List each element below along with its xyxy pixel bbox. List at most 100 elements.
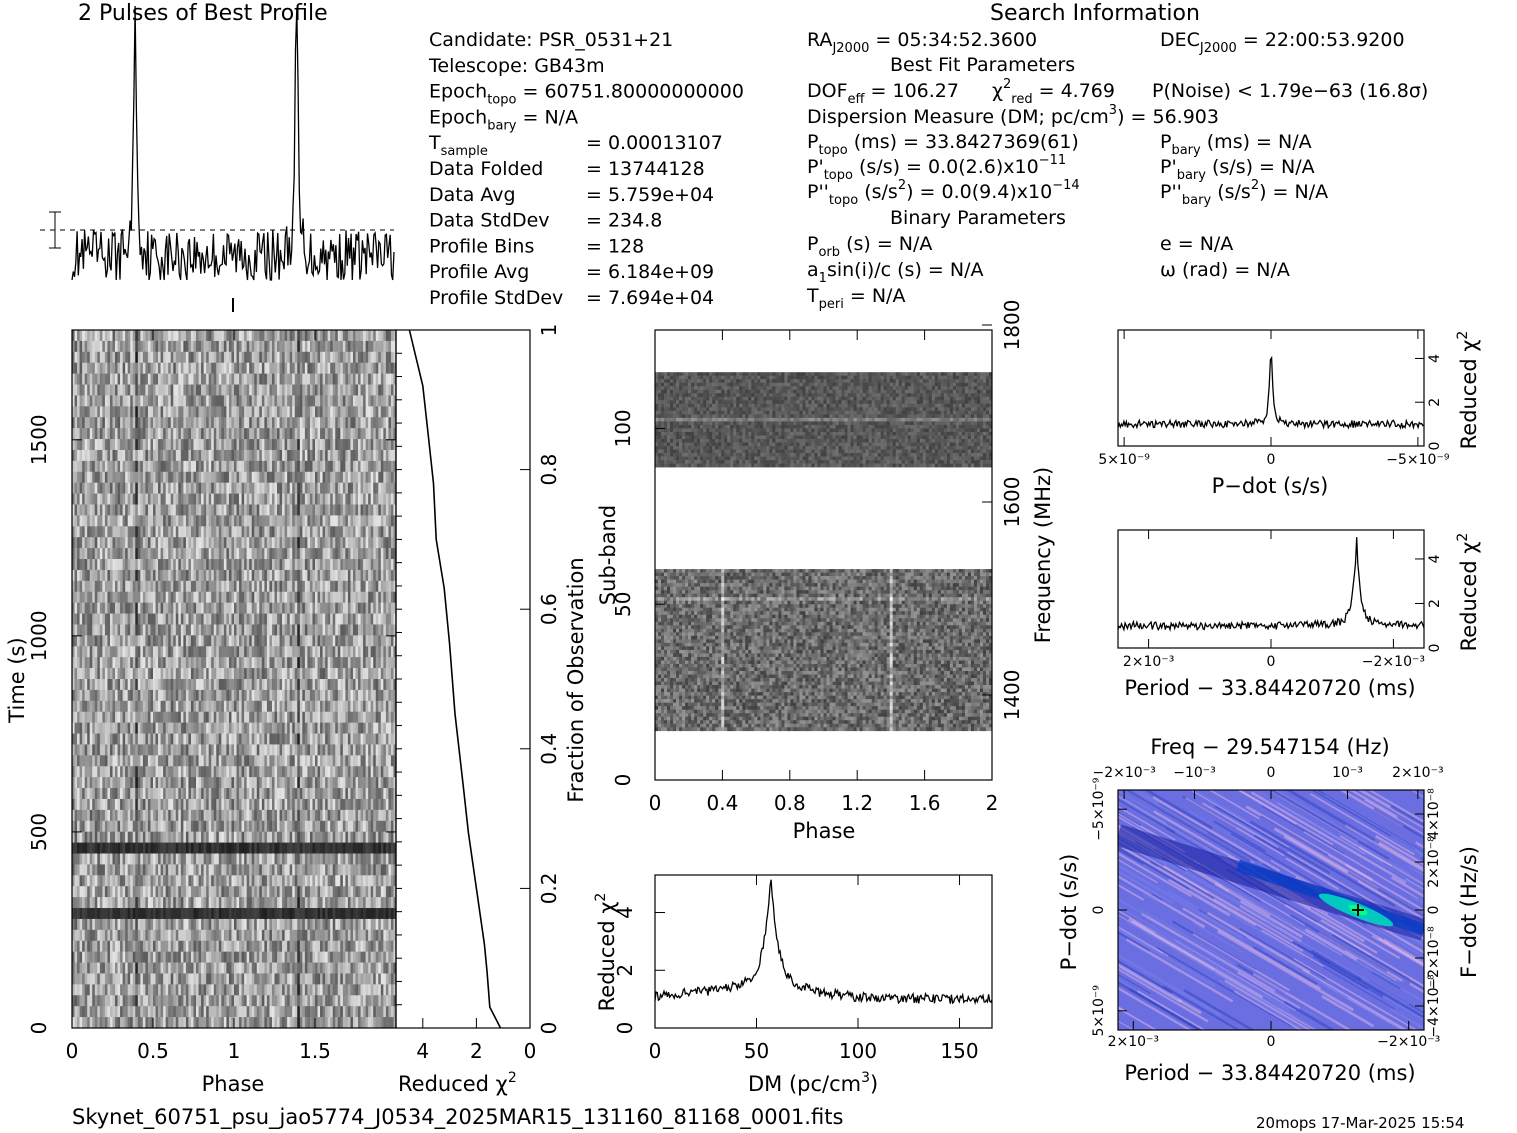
heat-cell (234, 330, 237, 342)
heat-cell (249, 340, 253, 353)
heat-cell (218, 613, 222, 625)
heat-cell (294, 515, 298, 527)
heat-cell (239, 493, 242, 505)
heat-cell (188, 580, 192, 593)
heat-cell (309, 569, 313, 582)
heat-cell (163, 384, 166, 396)
heat-cell (256, 395, 260, 407)
heat-cell (234, 482, 237, 494)
heat-cell (340, 646, 344, 658)
heat-cell (125, 351, 128, 364)
heat-cell (307, 722, 311, 734)
heat-cell (109, 362, 113, 374)
heat-cell (274, 559, 278, 571)
heat-cell (368, 330, 371, 342)
heat-cell (375, 406, 379, 418)
heat-cell (249, 384, 253, 396)
heat-cell (279, 559, 283, 571)
heat-cell (274, 526, 278, 538)
heat-cell (335, 460, 339, 473)
heat-cell (185, 569, 189, 582)
heat-cell (256, 569, 260, 582)
heat-cell (241, 711, 245, 723)
heat-cell (125, 373, 128, 385)
heat-cell (104, 526, 108, 538)
heat-cell (145, 439, 149, 451)
heat-cell (168, 406, 172, 418)
heat-cell (127, 646, 131, 658)
heat-cell (294, 537, 298, 549)
heat-cell (142, 624, 146, 636)
heat-cell (84, 471, 88, 483)
heat-cell (375, 526, 379, 538)
heat-cell (109, 613, 113, 625)
heat-cell (302, 428, 306, 440)
heat-cell (125, 591, 128, 603)
heat-cell (307, 439, 311, 451)
heat-cell (201, 460, 204, 473)
heat-cell (218, 580, 222, 593)
heat-cell (168, 689, 172, 702)
heat-cell (332, 559, 336, 571)
heat-cell (178, 657, 182, 669)
heat-cell (193, 668, 197, 680)
heat-cell (221, 580, 225, 593)
heat-cell (196, 689, 199, 702)
heat-cell (147, 384, 151, 396)
heat-cell (365, 395, 369, 407)
heat-cell (135, 679, 139, 691)
heat-cell (325, 406, 328, 418)
heat-cell (368, 580, 371, 593)
heat-cell (277, 439, 280, 451)
heat-cell (120, 711, 123, 723)
heat-cell (355, 384, 359, 396)
heat-cell (201, 613, 204, 625)
heat-cell (104, 504, 108, 516)
heat-cell (132, 668, 136, 680)
heat-cell (363, 504, 366, 516)
heat-cell (322, 548, 326, 560)
heat-cell (355, 449, 359, 462)
heat-cell (244, 373, 247, 385)
heat-cell (155, 679, 159, 691)
heat-cell (325, 384, 328, 396)
heat-cell (335, 548, 339, 560)
heat-cell (221, 340, 225, 353)
heat-cell (347, 449, 351, 462)
heat-cell (228, 689, 232, 702)
heat-cell (289, 351, 293, 364)
heat-cell (122, 679, 126, 691)
heat-cell (236, 373, 240, 385)
heat-cell (251, 733, 255, 745)
heat-cell (115, 624, 118, 636)
heat-cell (117, 548, 121, 560)
heat-cell (193, 548, 197, 560)
heat-cell (170, 482, 174, 494)
heat-cell (188, 559, 192, 571)
heat-cell (94, 679, 98, 691)
heat-cell (350, 537, 354, 549)
heat-cell (72, 351, 75, 364)
heat-cell (89, 646, 93, 658)
heat-cell (228, 580, 232, 593)
heat-cell (223, 689, 227, 702)
heat-cell (147, 569, 151, 582)
heat-cell (180, 526, 184, 538)
heat-cell (368, 689, 371, 702)
heat-cell (390, 504, 394, 516)
heat-cell (120, 744, 123, 756)
heat-cell (160, 384, 164, 396)
heat-cell (360, 733, 364, 745)
heat-cell (337, 548, 341, 560)
heat-cell (335, 537, 339, 549)
heat-cell (112, 449, 116, 462)
heat-cell (360, 471, 364, 483)
heat-cell (178, 351, 182, 364)
heat-cell (299, 711, 303, 723)
heat-cell (332, 351, 336, 364)
heat-cell (104, 711, 108, 723)
heat-cell (297, 711, 301, 723)
heat-cell (127, 722, 131, 734)
heat-cell (155, 384, 159, 396)
heat-cell (309, 493, 313, 505)
